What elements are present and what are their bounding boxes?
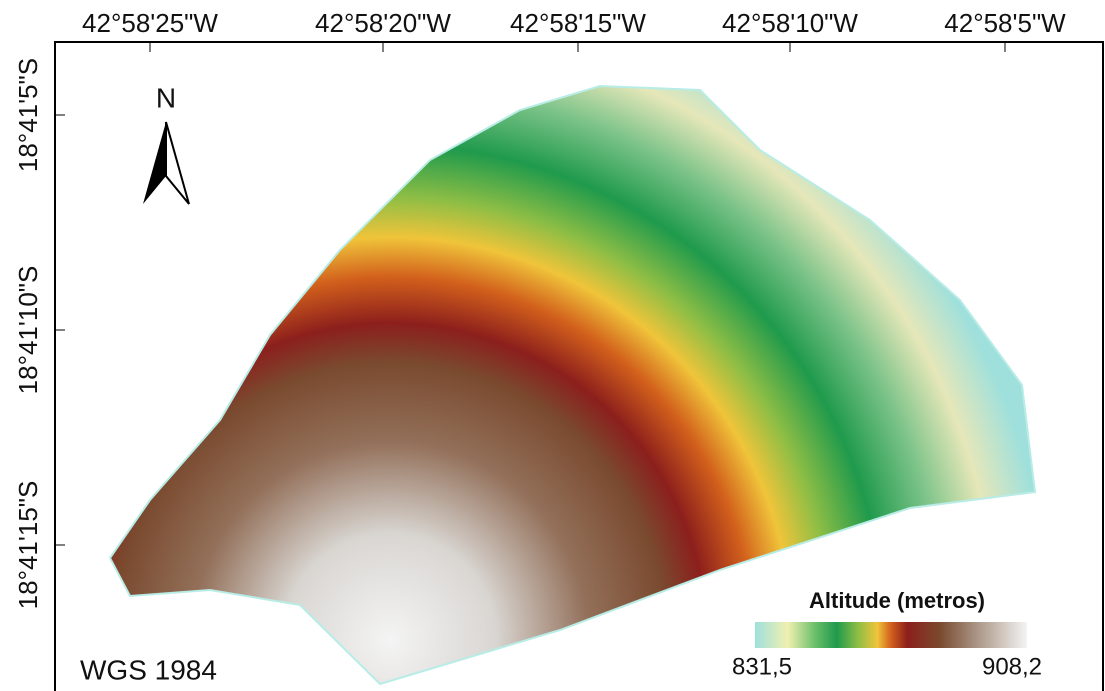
terrain-raster <box>108 84 1037 686</box>
longitude-label: 42°58'5"W <box>944 8 1066 38</box>
latitude-label: 18°41'15"S <box>13 481 43 610</box>
latitude-label: 18°41'5"S <box>13 58 43 172</box>
longitude-label: 42°58'15"W <box>510 8 646 38</box>
top-ticks: 42°58'25"W 42°58'20"W 42°58'15"W 42°58'1… <box>82 8 1066 52</box>
datum-label: WGS 1984 <box>80 654 217 685</box>
longitude-label: 42°58'25"W <box>82 8 218 38</box>
longitude-label: 42°58'10"W <box>722 8 858 38</box>
latitude-label: 18°41'10"S <box>13 266 43 395</box>
legend-max: 908,2 <box>982 653 1042 680</box>
legend-min: 831,5 <box>732 653 792 680</box>
left-ticks: 18°41'5"S 18°41'10"S 18°41'15"S <box>13 58 65 609</box>
arrow-half <box>165 121 190 205</box>
legend-title: Altitude (metros) <box>809 588 985 613</box>
arrow-half <box>143 122 166 204</box>
longitude-label: 42°58'20"W <box>315 8 451 38</box>
legend-colorbar <box>755 622 1027 648</box>
north-label: N <box>156 82 176 113</box>
legend: Altitude (metros) 831,5 908,2 <box>732 588 1042 681</box>
north-arrow: N <box>143 82 190 205</box>
